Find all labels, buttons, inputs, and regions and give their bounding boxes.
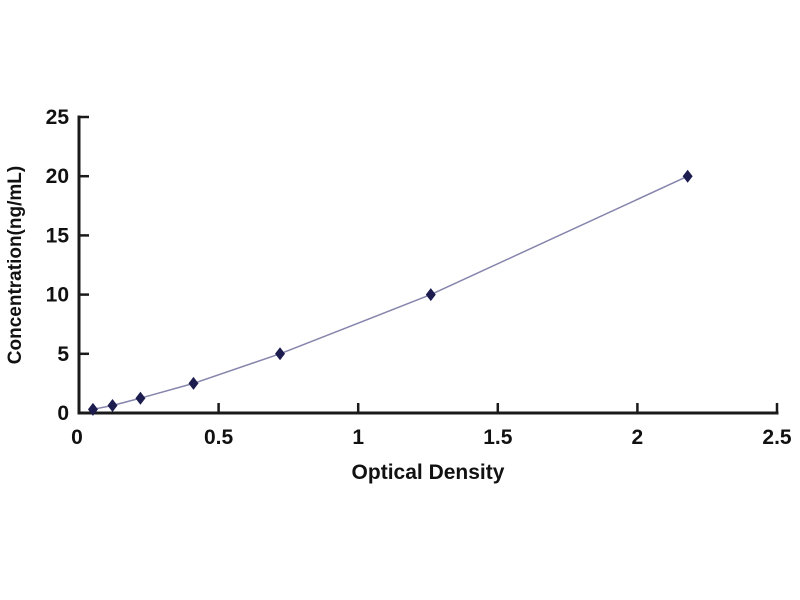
x-axis-tick-label: 2.5 [762,426,792,449]
x-axis-tick-label: 0 [71,426,83,449]
y-axis-tick-label: 10 [46,284,69,307]
data-point-marker [107,399,118,413]
chart-generated-content: 0 5 10 15 20 25 0 0.5 1 1.5 2 2.5 [46,106,792,449]
x-axis-tick-label: 1.5 [483,426,513,449]
axes-spines [77,115,779,415]
y-axis-tick-label: 25 [46,106,70,129]
y-axis-tick-label: 5 [57,343,69,366]
data-point-marker [682,169,693,183]
x-axis-tick-label: 2 [632,426,644,449]
x-axis-tick-label: 1 [352,426,364,449]
y-axis-tick-label: 15 [46,224,70,247]
y-axis-title: Concentration(ng/mL) [5,166,26,364]
x-axis-title: Optical Density [352,461,505,484]
data-point-marker [425,288,436,302]
y-axis-tick-label: 0 [57,402,69,425]
y-axis-tick-label: 20 [46,165,69,188]
x-axis-tick-label: 0.5 [204,426,234,449]
series-line [92,175,689,411]
data-point-marker [87,402,98,416]
data-point-marker [275,347,286,361]
data-point-marker [135,391,146,405]
data-point-marker [188,376,199,390]
